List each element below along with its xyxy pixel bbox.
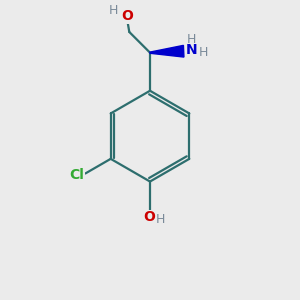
- Text: Cl: Cl: [69, 168, 84, 182]
- Text: H: H: [199, 46, 208, 59]
- Text: H: H: [156, 213, 165, 226]
- Text: H: H: [187, 33, 196, 46]
- Text: O: O: [143, 210, 155, 224]
- Polygon shape: [150, 45, 184, 57]
- Text: N: N: [186, 43, 198, 57]
- Text: H: H: [109, 4, 119, 17]
- Text: O: O: [121, 9, 133, 23]
